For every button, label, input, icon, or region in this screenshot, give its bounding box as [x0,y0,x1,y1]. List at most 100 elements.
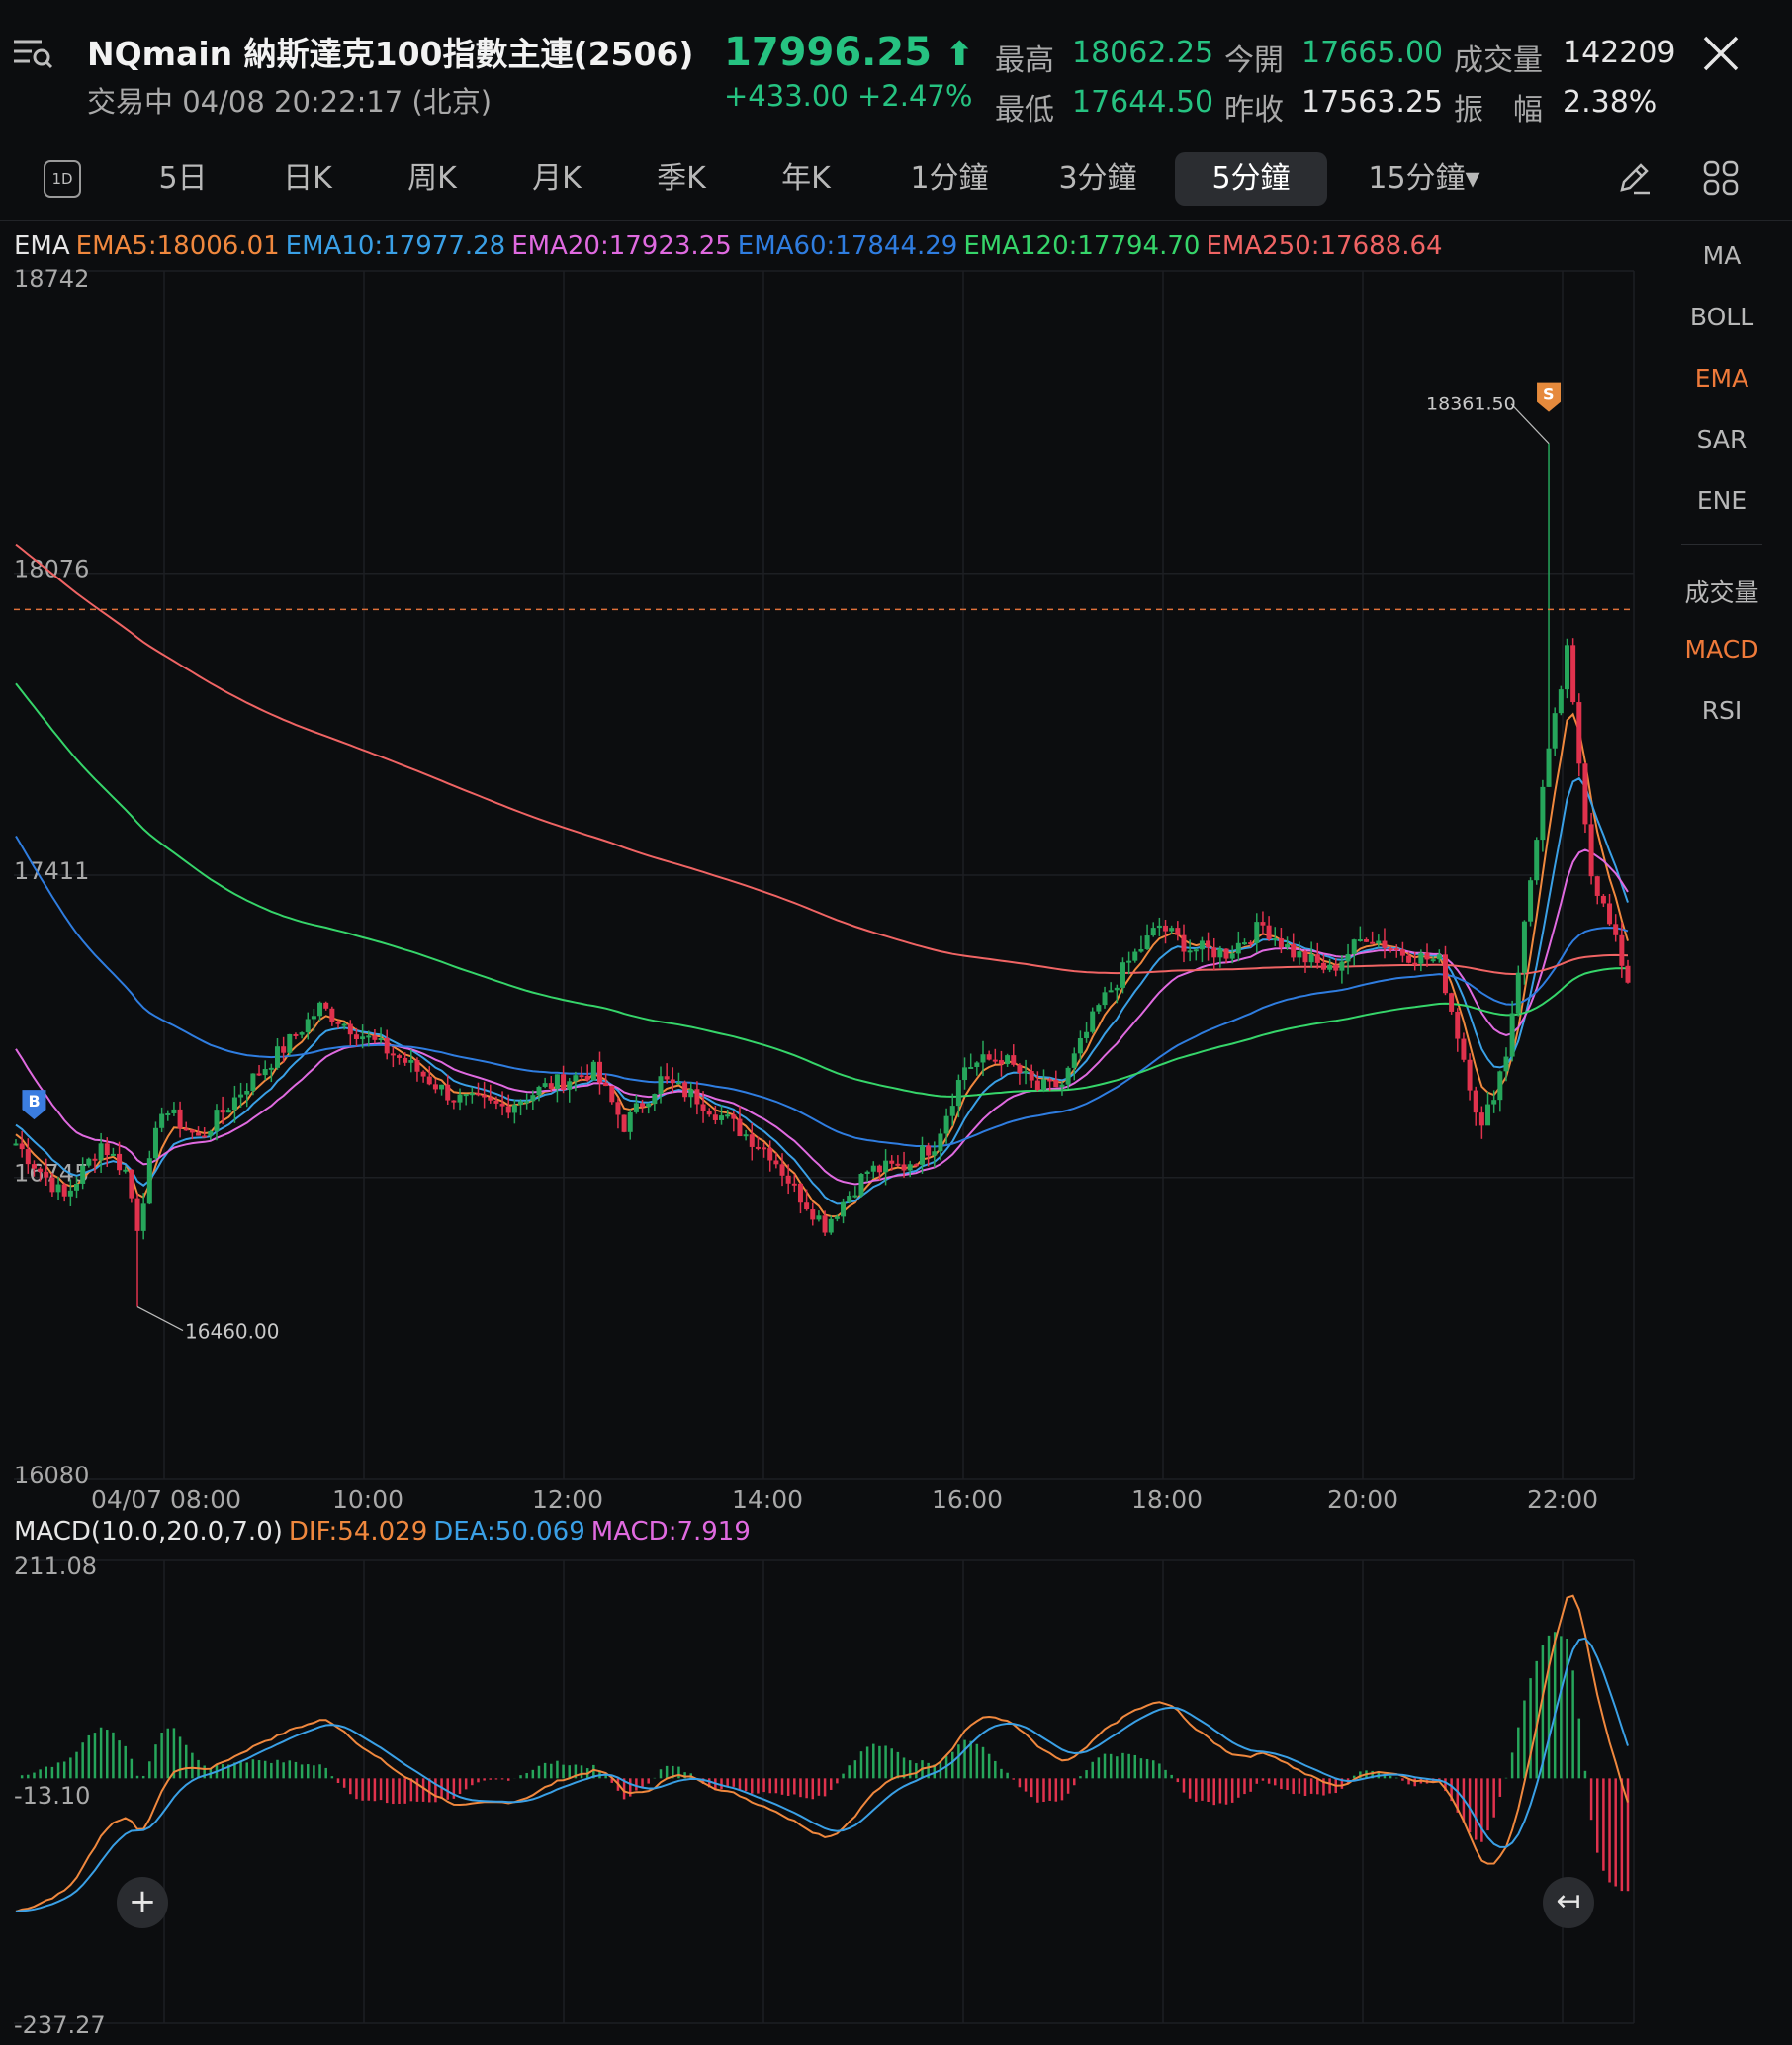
candle-body [755,1146,761,1149]
candle-body [1278,938,1284,948]
grid-icon[interactable] [1701,158,1741,198]
indicator-ene[interactable]: ENE [1696,487,1747,515]
candle-body [1163,925,1169,932]
tab-1min[interactable]: 1分鐘 [910,161,989,196]
tab-intraday-1d[interactable]: 1D [44,160,81,198]
candle-body [864,1171,870,1175]
tab-3min[interactable]: 3分鐘 [1058,161,1137,196]
candle-body [1558,689,1564,714]
candle-body [1619,934,1625,966]
candle-body [1193,949,1199,952]
candle-body [1181,934,1187,952]
pencil-icon[interactable] [1614,158,1654,198]
tab-yearly-k[interactable]: 年K [781,161,831,196]
candle-body [1388,947,1393,950]
candle-body [1473,1090,1478,1113]
dif-legend: DIF:54.029 [288,1517,428,1547]
candle-body [646,1104,652,1108]
candle-body [731,1114,737,1119]
candle-body [1308,954,1314,963]
candle-body [1430,959,1436,962]
tab-weekly-k[interactable]: 周K [407,161,457,196]
ema60-legend: EMA60:17844.29 [737,231,958,261]
candle-body [621,1114,627,1132]
candle-body [311,1016,316,1020]
candle-body [609,1086,615,1103]
indicator-rsi[interactable]: RSI [1701,696,1743,725]
candle-body [92,1158,98,1161]
candle-body [1041,1079,1047,1090]
candle-body [293,1033,299,1036]
candle-body [505,1106,511,1113]
stat-volume-value: 142209 [1563,36,1676,70]
candle-body [159,1113,165,1128]
candle-body [98,1143,104,1161]
candle-body [804,1202,810,1210]
candle-body [238,1094,244,1098]
menu-list-icon[interactable] [10,34,53,73]
candle-body [737,1118,743,1137]
buy-marker-icon [22,1090,46,1120]
candle-body [658,1076,664,1095]
candle-body [1248,942,1254,945]
candle-body [561,1074,567,1090]
candle-body [536,1086,542,1096]
macd-legend: MACD(10.0,20.0,7.0) DIF:54.029 DEA:50.069 M… [14,1517,757,1547]
time-tick-label: 20:00 [1327,1485,1398,1514]
candle-body [1114,987,1120,991]
stat-open-value: 17665.00 [1301,36,1444,70]
candle-body [810,1209,816,1220]
time-tick-label: 16:00 [932,1485,1003,1514]
dea-legend: DEA:50.069 [433,1517,585,1547]
candle-body [1065,1067,1071,1085]
candle-body [1534,840,1540,881]
indicator-ema[interactable]: EMA [1694,364,1749,393]
candle-body [980,1054,986,1063]
high-leader-line [1510,403,1550,445]
candle-body [1399,949,1405,956]
macd-value-legend: MACD:7.919 [590,1517,751,1547]
candle-body [1144,935,1150,949]
indicator-volume[interactable]: 成交量 [1684,578,1759,607]
price-change: +433.00 +2.47% [724,79,973,113]
candle-body [1613,924,1619,935]
candle-body [1206,940,1211,948]
candle-body [1102,992,1108,1006]
candle-body [1528,880,1534,922]
candle-body [1442,954,1448,994]
indicator-ma[interactable]: MA [1702,241,1742,270]
candle-body [305,1019,311,1033]
stat-high-value: 18062.25 [1072,36,1214,70]
candle-body [615,1102,621,1115]
candle-body [627,1111,633,1132]
candle-body [554,1074,560,1089]
back-to-latest-button[interactable]: ↤ [1543,1877,1594,1928]
stat-high-label: 最高 [995,44,1054,78]
candle-body [189,1129,195,1133]
tab-5min[interactable]: 5分鐘 [1175,152,1327,206]
tab-15min-dropdown[interactable]: 15分鐘▾ [1368,161,1480,196]
tab-5day[interactable]: 5日 [158,161,208,196]
indicator-boll[interactable]: BOLL [1689,303,1754,331]
stat-prevclose-value: 17563.25 [1301,85,1444,120]
candle-body [1059,1084,1065,1088]
ema10-line [15,776,1629,1205]
tab-quarterly-k[interactable]: 季K [657,161,706,196]
candle-body [208,1130,214,1136]
candle-body [1485,1104,1491,1126]
candle-body [250,1073,256,1091]
candle-body [317,1002,323,1017]
crosshair-button[interactable]: + [117,1877,168,1928]
close-icon[interactable] [1701,34,1741,73]
indicator-sar[interactable]: SAR [1696,425,1747,454]
candle-body [414,1060,420,1072]
candle-body [725,1114,731,1117]
indicator-macd[interactable]: MACD [1684,635,1759,664]
tab-daily-k[interactable]: 日K [283,161,332,196]
candle-body [1412,962,1418,965]
candle-body [1150,928,1156,936]
candle-body [675,1082,681,1085]
tab-monthly-k[interactable]: 月K [532,161,582,196]
candle-body [110,1153,116,1156]
